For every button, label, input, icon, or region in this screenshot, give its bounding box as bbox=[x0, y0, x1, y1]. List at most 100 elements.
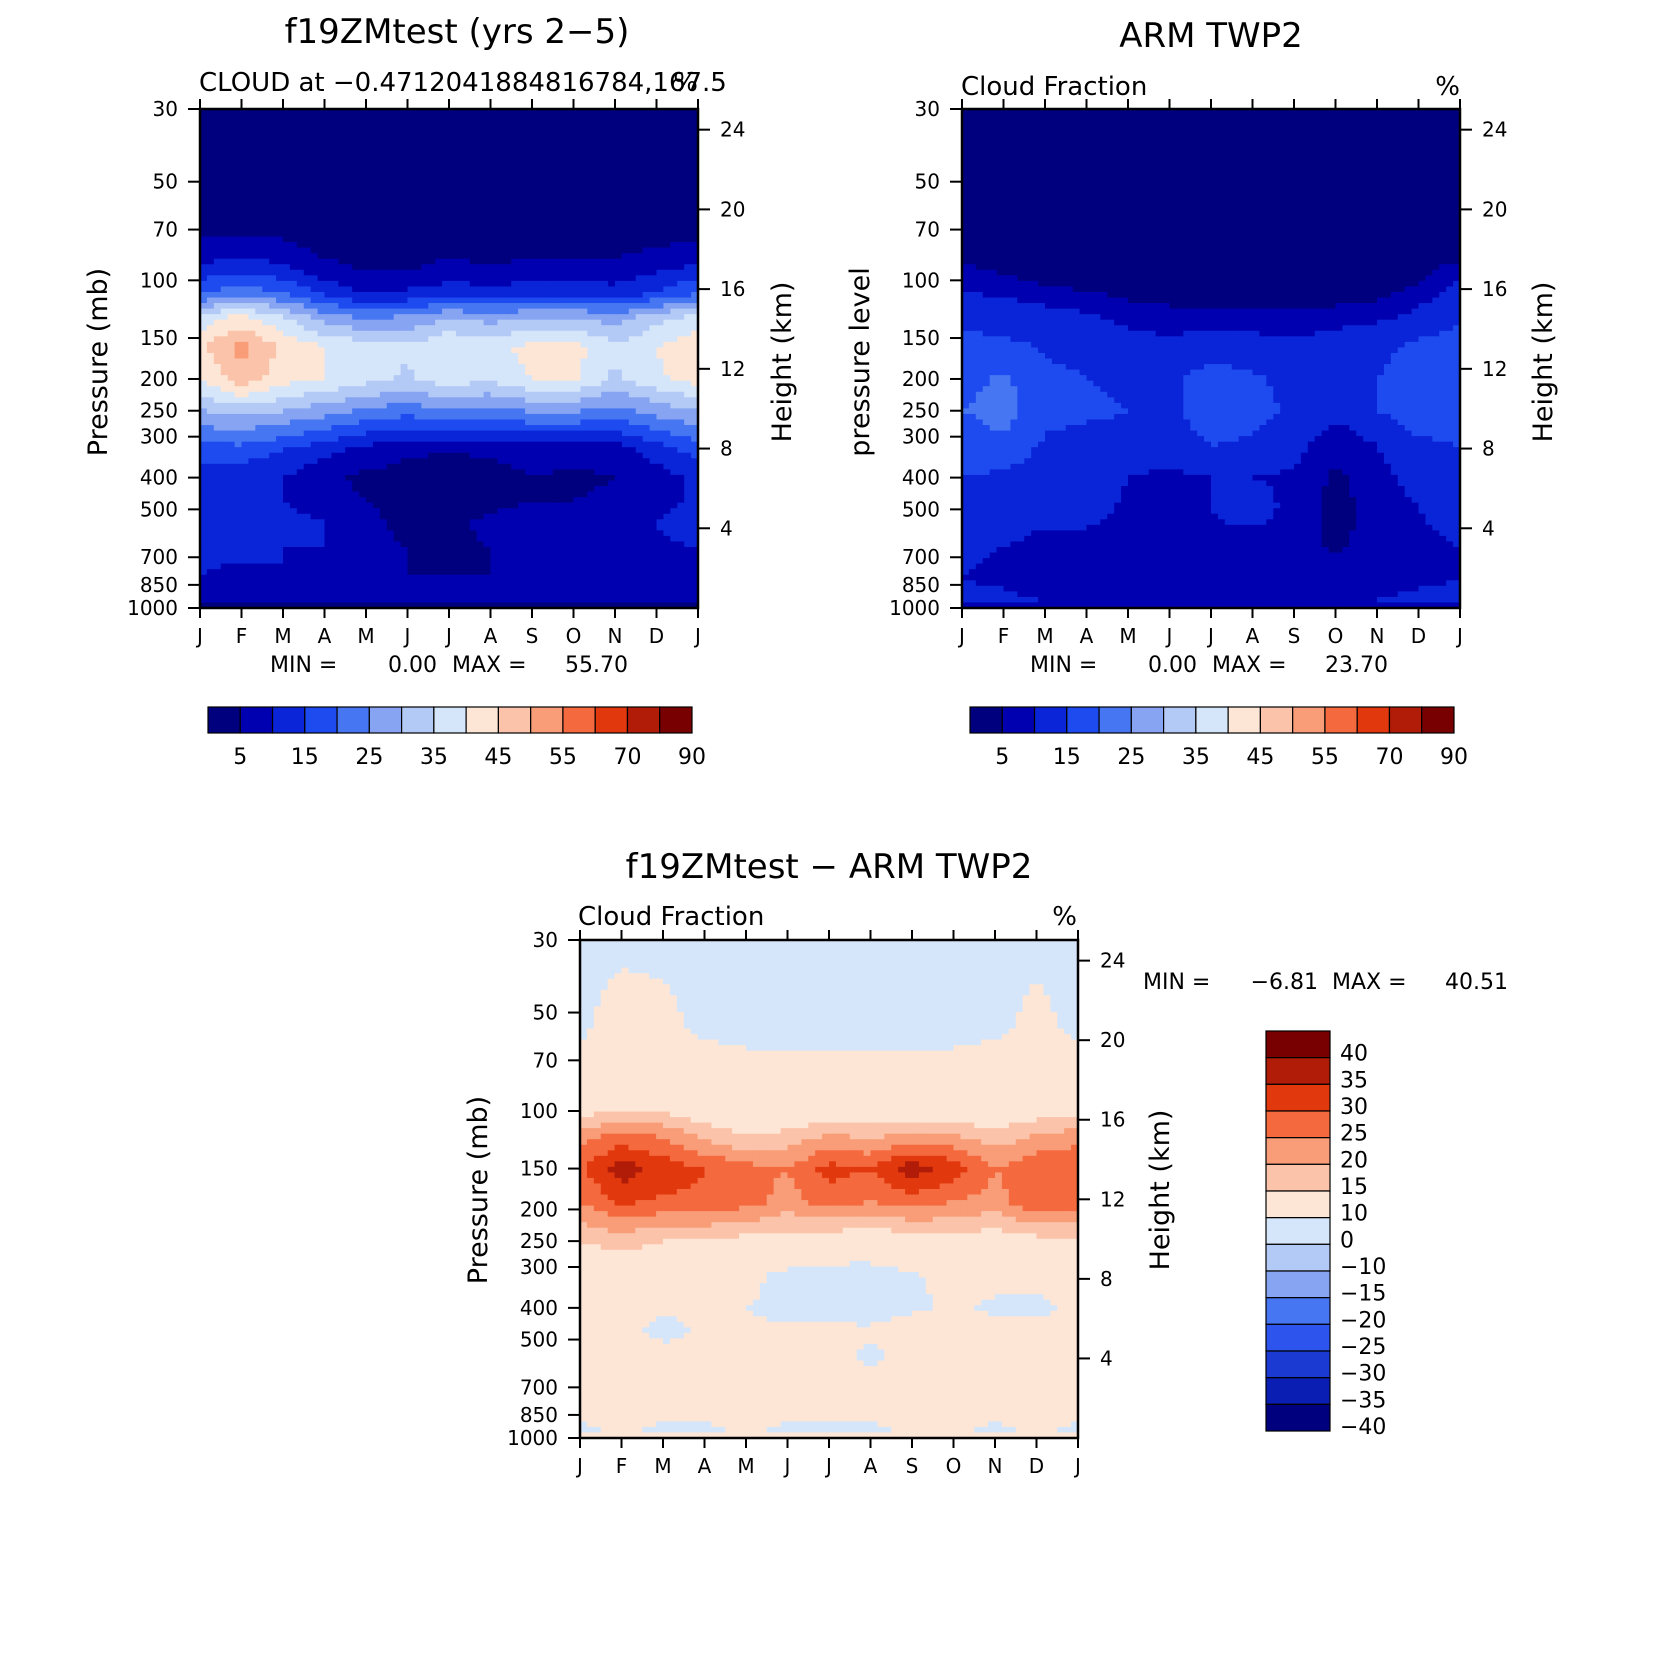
contour-cell bbox=[545, 308, 554, 315]
contour-cell bbox=[345, 153, 353, 160]
contour-cell bbox=[220, 225, 229, 232]
contour-cell bbox=[289, 358, 298, 365]
contour-cell bbox=[303, 186, 312, 193]
contour-cell bbox=[428, 131, 436, 138]
contour-cell bbox=[352, 402, 360, 409]
contour-cell bbox=[635, 291, 644, 299]
contour-cell bbox=[559, 413, 568, 421]
contour-cell bbox=[379, 447, 388, 454]
contour-cell bbox=[483, 441, 492, 448]
contour-cell bbox=[476, 402, 485, 409]
contour-cell bbox=[532, 236, 540, 243]
contour-cell bbox=[407, 186, 416, 193]
contour-cell bbox=[372, 175, 381, 182]
contour-cell bbox=[331, 275, 339, 282]
contour-cell bbox=[663, 380, 671, 387]
contour-cell bbox=[615, 369, 623, 376]
contour-cell bbox=[615, 391, 623, 398]
contour-cell bbox=[442, 214, 450, 221]
contour-cell bbox=[220, 458, 229, 465]
contour-cell bbox=[580, 358, 588, 365]
contour-cell bbox=[366, 225, 374, 232]
contour-cell bbox=[670, 436, 678, 443]
contour-cell bbox=[331, 319, 339, 326]
contour-cell bbox=[276, 452, 284, 459]
contour-cell bbox=[497, 214, 505, 221]
contour-cell bbox=[504, 369, 512, 376]
contour-cell bbox=[504, 319, 512, 326]
contour-cell bbox=[511, 120, 519, 127]
contour-cell bbox=[656, 391, 665, 398]
contour-cell bbox=[538, 447, 547, 454]
contour-cell bbox=[372, 153, 381, 160]
contour-cell bbox=[642, 136, 651, 143]
contour-cell bbox=[691, 214, 698, 221]
contour-cell bbox=[407, 314, 416, 321]
contour-cell bbox=[525, 319, 533, 326]
contour-cell bbox=[587, 458, 595, 465]
contour-cell bbox=[691, 391, 698, 398]
contour-cell bbox=[511, 291, 519, 299]
contour-cell bbox=[200, 125, 208, 132]
contour-cell bbox=[352, 391, 360, 398]
contour-cell bbox=[407, 386, 416, 393]
contour-cell bbox=[442, 297, 450, 304]
contour-cell bbox=[587, 186, 595, 193]
contour-cell bbox=[449, 369, 457, 376]
contour-cell bbox=[220, 352, 229, 360]
contour-cell bbox=[352, 336, 360, 343]
contour-cell bbox=[656, 430, 665, 437]
contour-cell bbox=[608, 203, 616, 210]
contour-cell bbox=[518, 364, 526, 371]
contour-cell bbox=[421, 264, 429, 271]
contour-cell bbox=[200, 391, 208, 398]
contour-cell bbox=[532, 430, 540, 437]
contour-cell bbox=[628, 175, 637, 182]
contour-cell bbox=[615, 125, 623, 132]
contour-cell bbox=[504, 269, 512, 276]
contour-cell bbox=[476, 236, 485, 243]
contour-cell bbox=[269, 369, 277, 376]
contour-cell bbox=[220, 436, 229, 443]
contour-cell bbox=[628, 474, 637, 482]
contour-cell bbox=[552, 391, 561, 398]
contour-cell bbox=[580, 430, 588, 437]
contour-cell bbox=[234, 369, 243, 376]
contour-cell bbox=[511, 286, 519, 293]
contour-cell bbox=[490, 169, 499, 177]
contour-cell bbox=[469, 147, 478, 154]
contour-cell bbox=[220, 452, 229, 459]
contour-cell bbox=[317, 131, 326, 138]
contour-cell bbox=[559, 258, 568, 265]
contour-cell bbox=[324, 341, 333, 349]
contour-cell bbox=[497, 352, 505, 360]
contour-cell bbox=[504, 275, 512, 282]
contour-cell bbox=[511, 447, 519, 454]
contour-cell bbox=[255, 264, 263, 271]
contour-cell bbox=[615, 469, 623, 476]
contour-cell bbox=[621, 197, 630, 204]
contour-cell bbox=[545, 197, 554, 204]
contour-cell bbox=[656, 325, 665, 332]
contour-cell bbox=[317, 491, 326, 498]
contour-cell bbox=[663, 352, 671, 360]
contour-cell bbox=[449, 291, 457, 299]
contour-cell bbox=[303, 120, 312, 127]
contour-cell bbox=[414, 219, 422, 227]
contour-cell bbox=[518, 430, 526, 437]
contour-cell bbox=[407, 219, 416, 227]
contour-cell bbox=[559, 425, 568, 432]
contour-cell bbox=[248, 447, 256, 454]
contour-cell bbox=[414, 147, 422, 154]
contour-cell bbox=[303, 303, 312, 310]
contour-cell bbox=[656, 158, 665, 166]
contour-cell bbox=[283, 430, 291, 437]
contour-cell bbox=[449, 463, 457, 470]
contour-cell bbox=[296, 458, 305, 465]
contour-cell bbox=[511, 375, 519, 382]
contour-cell bbox=[594, 164, 602, 171]
contour-cell bbox=[276, 314, 284, 321]
contour-cell bbox=[255, 164, 263, 171]
contour-cell bbox=[269, 280, 277, 288]
contour-cell bbox=[352, 258, 360, 265]
